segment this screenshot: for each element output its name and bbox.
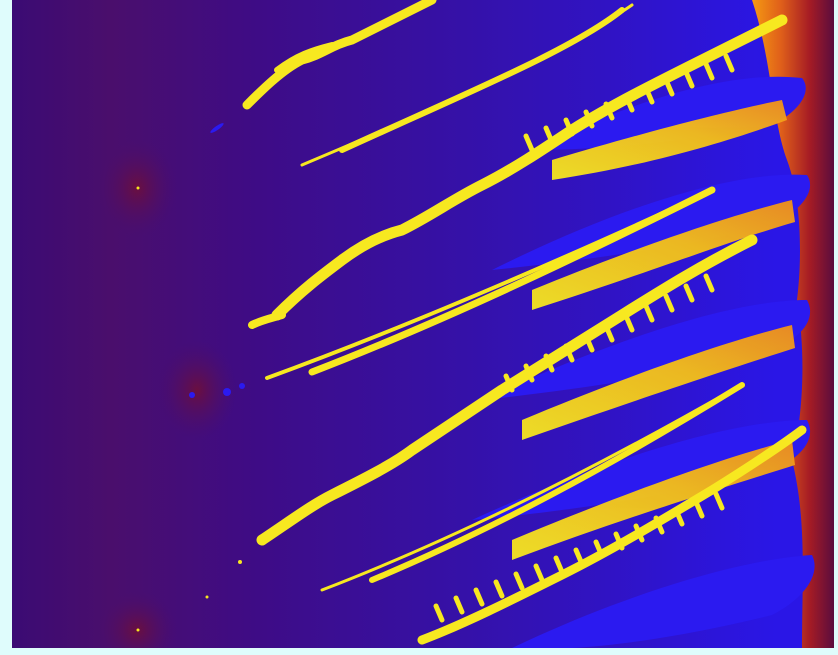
dark-spot: [157, 340, 237, 440]
right-edge-band: [752, 0, 834, 648]
small-specks: [136, 123, 245, 632]
yellow-arms: [242, 0, 807, 645]
fractal-image: [12, 0, 834, 648]
dark-spot: [97, 590, 177, 648]
orange-bands: [512, 100, 795, 560]
fractal-svg: [12, 0, 834, 648]
yellow-spikes: [265, 3, 745, 592]
yellow-teeth: [433, 53, 735, 623]
